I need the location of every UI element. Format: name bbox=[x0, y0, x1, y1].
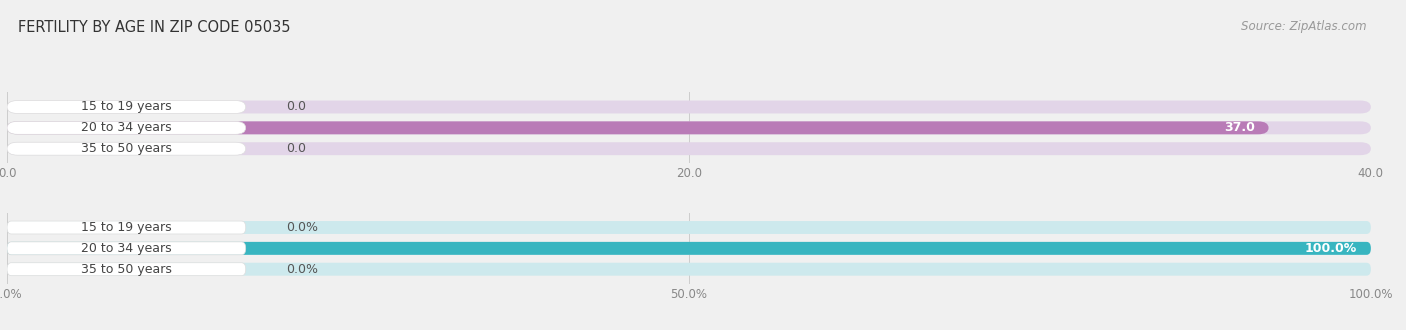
FancyBboxPatch shape bbox=[7, 242, 1371, 255]
FancyBboxPatch shape bbox=[7, 242, 1371, 255]
Text: 0.0%: 0.0% bbox=[287, 221, 319, 234]
Text: 35 to 50 years: 35 to 50 years bbox=[82, 263, 172, 276]
FancyBboxPatch shape bbox=[7, 101, 246, 114]
FancyBboxPatch shape bbox=[7, 121, 1371, 134]
Text: 0.0: 0.0 bbox=[287, 142, 307, 155]
FancyBboxPatch shape bbox=[7, 221, 1371, 234]
FancyBboxPatch shape bbox=[7, 221, 246, 234]
Text: 100.0%: 100.0% bbox=[1305, 242, 1357, 255]
Text: 37.0: 37.0 bbox=[1225, 121, 1256, 134]
Text: 0.0%: 0.0% bbox=[287, 263, 319, 276]
FancyBboxPatch shape bbox=[7, 121, 1268, 134]
FancyBboxPatch shape bbox=[7, 101, 1371, 114]
FancyBboxPatch shape bbox=[7, 242, 246, 255]
FancyBboxPatch shape bbox=[7, 263, 1371, 276]
Text: 0.0: 0.0 bbox=[287, 101, 307, 114]
FancyBboxPatch shape bbox=[7, 263, 246, 276]
Text: 15 to 19 years: 15 to 19 years bbox=[82, 101, 172, 114]
Text: 35 to 50 years: 35 to 50 years bbox=[82, 142, 172, 155]
FancyBboxPatch shape bbox=[7, 142, 1371, 155]
Text: 15 to 19 years: 15 to 19 years bbox=[82, 221, 172, 234]
Text: FERTILITY BY AGE IN ZIP CODE 05035: FERTILITY BY AGE IN ZIP CODE 05035 bbox=[18, 20, 291, 35]
FancyBboxPatch shape bbox=[7, 121, 246, 134]
Text: 20 to 34 years: 20 to 34 years bbox=[82, 121, 172, 134]
Text: Source: ZipAtlas.com: Source: ZipAtlas.com bbox=[1241, 20, 1367, 33]
Text: 20 to 34 years: 20 to 34 years bbox=[82, 242, 172, 255]
FancyBboxPatch shape bbox=[7, 142, 246, 155]
